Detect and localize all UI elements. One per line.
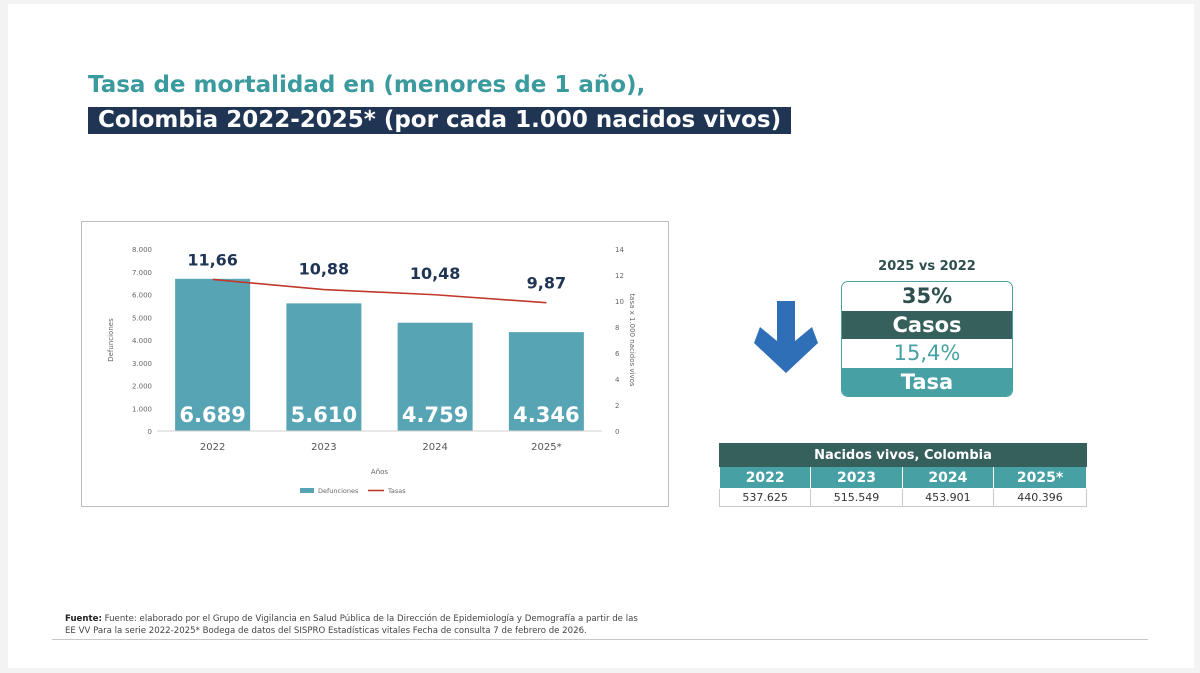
comparison-box: 35% Casos 15,4% Tasa <box>841 281 1013 397</box>
bar-value-label: 5.610 <box>291 403 357 427</box>
births-year: 2024 <box>901 466 995 489</box>
bar <box>175 278 251 431</box>
comparison-title: 2025 vs 2022 <box>878 259 976 274</box>
y-tick-label: 7.000 <box>132 269 152 277</box>
rate-percent: 15,4% <box>842 339 1012 368</box>
births-year: 2025* <box>993 466 1087 489</box>
y-tick-label: 5.000 <box>132 314 152 322</box>
births-year: 2023 <box>810 466 903 489</box>
births-value: 453.901 <box>901 488 995 507</box>
y-tick-label: 1.000 <box>132 405 152 413</box>
rate-value-label: 10,48 <box>410 264 461 283</box>
chart-title-line1: Tasa de mortalidad en (menores de 1 año)… <box>88 72 646 98</box>
births-value: 537.625 <box>718 488 812 507</box>
y2-tick-label: 10 <box>615 298 624 306</box>
y2-tick-label: 14 <box>615 246 624 254</box>
births-year: 2022 <box>718 466 812 489</box>
legend-label-defunciones: Defunciones <box>318 487 359 495</box>
x-tick-label: 2022 <box>200 442 225 453</box>
source-line2: EE VV Para la serie 2022-2025* Bodega de… <box>65 626 587 636</box>
y-tick-label: 0 <box>148 428 152 436</box>
births-table-title: Nacidos vivos, Colombia <box>719 443 1087 467</box>
source-label: Fuente: <box>65 614 102 624</box>
y-tick-label: 3.000 <box>132 360 152 368</box>
births-table: Nacidos vivos, Colombia 2022 2023 2024 2… <box>718 443 1087 507</box>
x-tick-label: 2024 <box>422 442 447 453</box>
rate-value-label: 11,66 <box>187 250 238 269</box>
legend-swatch-defunciones <box>300 488 314 493</box>
cases-label: Casos <box>842 310 1012 339</box>
footer-divider <box>52 639 1148 640</box>
mortality-chart: 0 1.000 2.000 3.000 4.000 5.000 6.000 7.000 8.00… <box>81 221 669 507</box>
arrow-down-icon <box>754 301 818 373</box>
y2-tick-label: 8 <box>615 324 619 332</box>
chart-svg: 0 1.000 2.000 3.000 4.000 5.000 6.000 7.000 8.00… <box>107 246 636 495</box>
y-axis-label: Defunciones <box>107 318 115 362</box>
y2-axis-label: tasa x 1.000 nacidos vivos <box>628 293 636 386</box>
y2-tick-label: 2 <box>615 402 619 410</box>
bar <box>286 303 362 431</box>
rate-value-label: 10,88 <box>299 260 350 279</box>
rate-label: Tasa <box>842 367 1012 396</box>
source-line1: Fuente: elaborado por el Grupo de Vigila… <box>104 614 638 624</box>
y2-tick-label: 4 <box>615 376 620 384</box>
bar <box>508 332 584 431</box>
bar-value-label: 4.346 <box>513 403 579 427</box>
y-tick-label: 2.000 <box>132 383 152 391</box>
y2-tick-label: 6 <box>615 350 620 358</box>
bar-value-label: 6.689 <box>179 403 245 427</box>
y2-tick-label: 0 <box>615 428 619 436</box>
y-tick-label: 4.000 <box>132 337 152 345</box>
y-tick-label: 6.000 <box>132 292 152 300</box>
y-tick-label: 8.000 <box>132 246 152 254</box>
legend-label-tasas: Tasas <box>387 487 406 495</box>
births-value: 515.549 <box>810 488 903 507</box>
bar-value-label: 4.759 <box>402 403 468 427</box>
chart-title-line2: Colombia 2022-2025* (por cada 1.000 naci… <box>88 107 792 134</box>
bar <box>397 322 473 431</box>
x-tick-label: 2025* <box>531 442 561 453</box>
rate-value-label: 9,87 <box>527 274 566 293</box>
x-tick-label: 2023 <box>311 442 336 453</box>
source-note: Fuente: Fuente: elaborado por el Grupo d… <box>65 613 685 637</box>
x-axis-label: Años <box>371 468 389 476</box>
births-value: 440.396 <box>993 488 1087 507</box>
rate-line <box>212 278 547 304</box>
y2-tick-label: 12 <box>615 272 624 280</box>
cases-percent: 35% <box>842 282 1012 311</box>
